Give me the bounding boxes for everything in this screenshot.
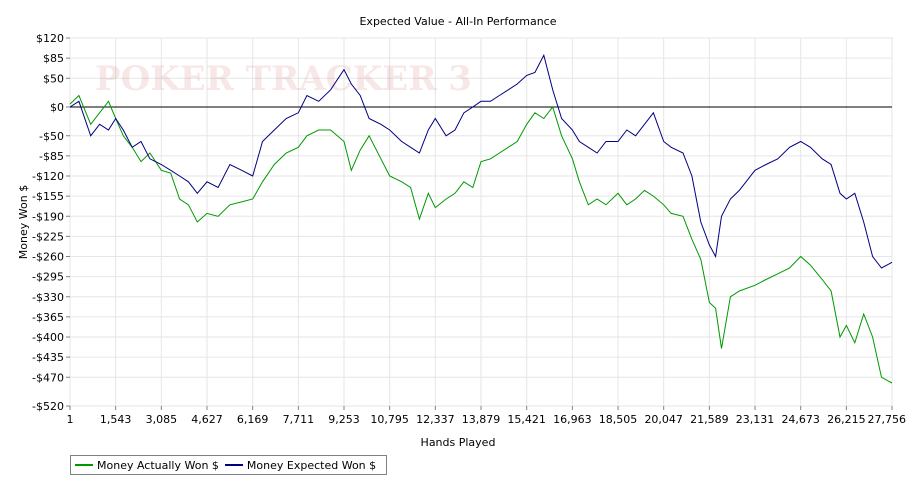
x-tick-label: 9,253 (328, 413, 360, 426)
x-tick-label: 10,795 (370, 413, 409, 426)
series-line-expected (69, 53, 893, 269)
x-tick-label: 4,627 (191, 413, 223, 426)
x-tick-label: 20,047 (644, 413, 683, 426)
y-tick-label: $0 (50, 101, 64, 114)
y-tick-label: -$470 (32, 371, 64, 384)
y-tick-label: -$85 (39, 150, 64, 163)
legend: Money Actually Won $ Money Expected Won … (70, 455, 388, 475)
legend-swatch-actual (75, 464, 93, 466)
y-axis-label: Money Won $ (17, 185, 30, 259)
x-tick-label: 7,711 (283, 413, 315, 426)
x-tick-label: 26,215 (827, 413, 866, 426)
y-tick-label: $85 (43, 52, 64, 65)
x-axis-label: Hands Played (421, 436, 496, 449)
x-tick-label: 3,085 (146, 413, 178, 426)
y-tick-label: -$400 (32, 331, 64, 344)
legend-label-expected: Money Expected Won $ (246, 458, 377, 472)
x-tick-label: 13,879 (462, 413, 501, 426)
legend-swatch-expected (224, 464, 243, 466)
y-tick-label: -$120 (32, 170, 64, 183)
y-tick-label: -$330 (32, 291, 64, 304)
x-gridlines (69, 38, 893, 406)
x-tick-label: 24,673 (781, 413, 820, 426)
y-tick-label: -$365 (32, 311, 64, 324)
y-tick-label: -$520 (32, 400, 64, 413)
x-tick-label: 1,543 (100, 413, 132, 426)
y-tick-label: -$190 (32, 210, 64, 223)
chart-title: Expected Value - All-In Performance (359, 15, 556, 28)
x-tick-label: 1 (67, 413, 74, 426)
series-layer (69, 53, 893, 384)
y-axis-ticks: $120 $85 $50 $0 -$50 -$85 -$120 -$155 -$190 -$225… (32, 32, 70, 413)
x-tick-label: 27,756 (868, 413, 907, 426)
legend-label-actual: Money Actually Won $ (97, 458, 219, 472)
x-tick-label: 18,505 (599, 413, 638, 426)
x-tick-label: 23,131 (736, 413, 775, 426)
x-tick-label: 12,337 (416, 413, 455, 426)
y-tick-label: -$260 (32, 251, 64, 264)
watermark: POKER TRACKER 3 (95, 59, 472, 99)
series-line-actual (69, 94, 893, 384)
y-tick-label: $120 (36, 32, 64, 45)
y-tick-label: -$295 (32, 271, 64, 284)
y-tick-label: -$225 (32, 230, 64, 243)
x-axis-ticks: 1 1,543 3,085 4,627 6,169 7,711 9,253 10,795 12,… (67, 406, 907, 426)
y-tick-label: -$435 (32, 351, 64, 364)
watermark-text: POKER TRACKER 3 (95, 59, 472, 99)
x-tick-label: 15,421 (507, 413, 546, 426)
legend-item-actual: Money Actually Won $ (75, 459, 219, 472)
y-tick-label: $50 (43, 72, 64, 85)
legend-item-expected: Money Expected Won $ (224, 458, 377, 472)
x-tick-label: 16,963 (553, 413, 592, 426)
y-tick-label: -$50 (39, 130, 64, 143)
y-tick-label: -$155 (32, 190, 64, 203)
x-tick-label: 6,169 (237, 413, 269, 426)
x-tick-label: 21,589 (690, 413, 729, 426)
